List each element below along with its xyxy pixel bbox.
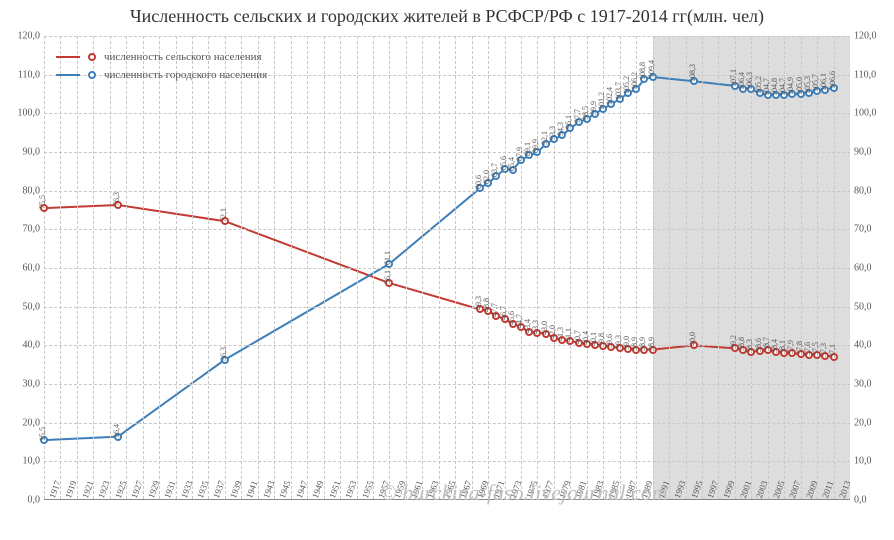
y-tick-left: 70,0 [0,224,44,235]
y-tick-right: 90,0 [850,147,894,158]
y-tick-right: 30,0 [850,379,894,390]
y-tick-right: 120,0 [850,31,894,42]
y-tick-left: 30,0 [0,379,44,390]
y-tick-left: 0,0 [0,495,44,506]
y-tick-right: 40,0 [850,340,894,351]
chart-title: Численность сельских и городских жителей… [0,6,894,34]
y-tick-left: 40,0 [0,340,44,351]
y-tick-right: 80,0 [850,185,894,196]
rural-value-label: 47,7 [490,303,499,317]
watermark: © burckina-faso.livejournal.com [380,480,668,506]
rural-value-label: 56,1 [383,270,392,284]
urban-value-label: 36,3 [219,347,228,361]
y-tick-right: 20,0 [850,417,894,428]
y-tick-right: 70,0 [850,224,894,235]
legend-label: численность сельского населения [104,51,262,63]
y-tick-right: 10,0 [850,456,894,467]
y-tick-right: 60,0 [850,263,894,274]
urban-value-label: 106,6 [828,71,837,89]
rural-value-label: 75,5 [38,195,47,209]
rural-value-label: 38,3 [745,339,754,353]
y-tick-left: 60,0 [0,263,44,274]
plot-area: 0,00,010,010,020,020,030,030,040,040,050… [44,36,850,500]
y-tick-right: 100,0 [850,108,894,119]
legend-item: численность сельского населения [56,48,267,66]
y-tick-right: 110,0 [850,69,894,80]
urban-value-label: 108,3 [688,64,697,82]
y-tick-right: 0,0 [850,495,894,506]
y-tick-right: 50,0 [850,301,894,312]
legend: численность сельского населения численнос… [56,48,267,84]
rural-value-label: 41,1 [564,328,573,342]
urban-value-label: 106,1 [819,73,828,91]
urban-value-label: 16,4 [112,424,121,438]
urban-value-label: 83,7 [490,163,499,177]
rural-value-label: 72,1 [219,208,228,222]
chart-root: { "title": "Численность сельских и город… [0,0,894,540]
y-tick-left: 110,0 [0,69,44,80]
rural-value-label: 37,1 [828,344,837,358]
rural-value-label: 40,0 [688,332,697,346]
urban-value-label: 15,5 [38,427,47,441]
urban-value-label: 96,1 [564,115,573,129]
y-tick-left: 50,0 [0,301,44,312]
urban-value-label: 61,1 [383,251,392,265]
legend-swatch-dot [88,71,96,79]
rural-value-label: 38,9 [647,337,656,351]
legend-swatch-line [56,74,80,76]
y-tick-left: 120,0 [0,31,44,42]
y-tick-left: 100,0 [0,108,44,119]
y-tick-left: 90,0 [0,147,44,158]
rural-value-label: 76,3 [112,192,121,206]
y-tick-left: 10,0 [0,456,44,467]
legend-swatch-dot [88,53,96,61]
urban-value-label: 106,3 [745,72,754,90]
urban-value-label: 109,4 [647,60,656,78]
legend-swatch-line [56,56,80,58]
legend-label: численность городского населения [104,69,267,81]
legend-item: численность городского населения [56,66,267,84]
rural-value-label: 37,3 [819,343,828,357]
